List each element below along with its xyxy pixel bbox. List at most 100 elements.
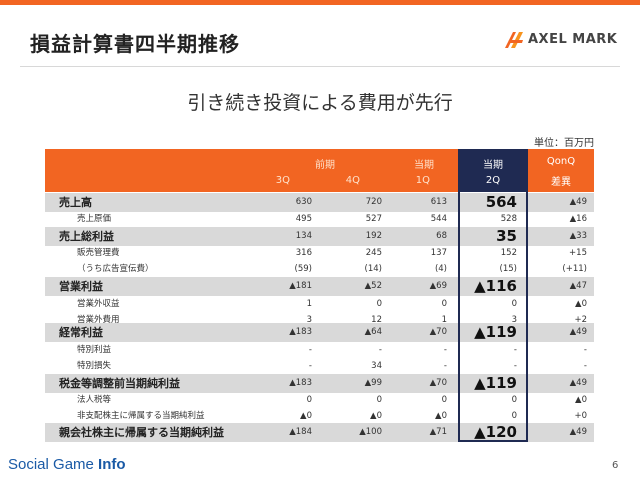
cell-v2q: 0 [511, 299, 517, 309]
cell-v3q: - [308, 345, 312, 355]
table-row: 売上高 630 720 613 564 ▲49 [45, 193, 594, 212]
top-accent-bar [0, 0, 640, 5]
cell-v2q: ▲119 [474, 374, 517, 392]
cell-v1q: (4) [434, 264, 447, 274]
cell-v1q: ▲69 [429, 281, 447, 291]
cell-v4q: ▲64 [364, 327, 382, 337]
cell-v3q: 495 [295, 214, 312, 224]
cell-v2q: ▲116 [474, 277, 517, 295]
row-label: 税金等調整前当期純利益 [59, 377, 180, 390]
cell-v1q: 137 [430, 248, 447, 258]
row-label: （うち広告宣伝費） [77, 264, 154, 274]
table-row: 非支配株主に帰属する当期純利益 ▲0 ▲0 ▲0 0 +0 [45, 408, 594, 424]
header-prev-period: 前期 [315, 160, 335, 171]
table-row: 販売管理費 316 245 137 152 +15 [45, 245, 594, 261]
row-label: 特別利益 [77, 345, 112, 355]
row-label: 親会社株主に帰属する当期純利益 [59, 426, 224, 439]
cell-v1q: 1 [441, 315, 447, 325]
cell-v1q: - [443, 361, 447, 371]
cell-v3q: (59) [294, 264, 312, 274]
cell-diff: ▲16 [569, 214, 587, 224]
table-row: 経常利益 ▲183 ▲64 ▲70 ▲119 ▲49 [45, 323, 594, 342]
cell-v4q: 720 [365, 197, 382, 207]
cell-diff: ▲33 [569, 231, 587, 241]
page-number: 6 [612, 460, 619, 471]
cell-v1q: 0 [441, 299, 447, 309]
header-qonq: QonQ [546, 156, 576, 167]
cell-v2q: 0 [511, 411, 517, 421]
table-row: 特別損失 - 34 - - - [45, 358, 594, 374]
cell-diff: +2 [574, 315, 587, 325]
cell-v2q: - [513, 345, 517, 355]
cell-v1q: ▲0 [435, 411, 447, 421]
cell-v1q: 68 [436, 231, 447, 241]
header-2q: 2Q [485, 175, 501, 186]
cell-v2q: (15) [499, 264, 517, 274]
cell-v4q: ▲100 [359, 427, 382, 437]
cell-v3q: ▲181 [289, 281, 312, 291]
cell-v3q: 0 [306, 395, 312, 405]
cell-v3q: 1 [306, 299, 312, 309]
cell-v3q: ▲183 [289, 327, 312, 337]
row-label: 営業外収益 [77, 299, 120, 309]
header-diff: 差異 [551, 177, 571, 188]
unit-label: 単位：百万円 [534, 138, 594, 149]
cell-v3q: 630 [295, 197, 312, 207]
table-row: 特別利益 - - - - - [45, 342, 594, 358]
cell-diff: - [583, 345, 587, 355]
row-label: 法人税等 [77, 395, 112, 405]
cell-v4q: 527 [365, 214, 382, 224]
cell-v3q: ▲183 [289, 378, 312, 388]
cell-v1q: 544 [430, 214, 447, 224]
cell-v2q: 0 [511, 395, 517, 405]
footer-logo-bold: Info [98, 456, 126, 473]
cell-v4q: ▲52 [364, 281, 382, 291]
header-3q: 3Q [275, 175, 290, 186]
slide-title: 損益計算書四半期推移 [30, 32, 240, 56]
cell-v4q: 192 [365, 231, 382, 241]
cell-diff: ▲49 [569, 327, 587, 337]
cell-diff: +0 [574, 411, 587, 421]
cell-v2q: 152 [500, 248, 517, 258]
cell-v2q: 564 [485, 193, 517, 211]
cell-diff: ▲0 [575, 395, 587, 405]
header-4q: 4Q [345, 175, 360, 186]
cell-v4q: 34 [371, 361, 382, 371]
cell-v1q: ▲71 [429, 427, 447, 437]
cell-v4q: ▲0 [370, 411, 382, 421]
logo-wordmark: AXEL MARK [528, 31, 618, 47]
cell-v1q: - [443, 345, 447, 355]
cell-v3q: - [308, 361, 312, 371]
cell-v1q: 0 [441, 395, 447, 405]
footer-logo: Social Game Info [8, 456, 126, 473]
table-row: 税金等調整前当期純利益 ▲183 ▲99 ▲70 ▲119 ▲49 [45, 374, 594, 393]
cell-v3q: 134 [295, 231, 312, 241]
cell-v2q: 3 [511, 315, 517, 325]
cell-v2q: - [513, 361, 517, 371]
table-row: 法人税等 0 0 0 0 ▲0 [45, 392, 594, 408]
cell-v3q: ▲184 [289, 427, 312, 437]
current-quarter-header-bg [458, 149, 528, 192]
header-1q: 1Q [415, 175, 430, 186]
table-row: 営業外費用 3 12 1 3 +2 [45, 312, 594, 328]
row-label: 営業外費用 [77, 315, 120, 325]
cell-diff: - [583, 361, 587, 371]
cell-diff: ▲49 [569, 378, 587, 388]
row-label: 売上総利益 [59, 230, 114, 243]
cell-v4q: - [378, 345, 382, 355]
row-label: 特別損失 [77, 361, 112, 371]
table-row: 売上原価 495 527 544 528 ▲16 [45, 211, 594, 227]
cell-v4q: ▲99 [364, 378, 382, 388]
row-label: 売上原価 [77, 214, 112, 224]
cell-v4q: (14) [364, 264, 382, 274]
cell-v4q: 0 [376, 395, 382, 405]
row-label: 経常利益 [59, 326, 103, 339]
cell-diff: ▲47 [569, 281, 587, 291]
cell-v4q: 12 [371, 315, 382, 325]
cell-v2q: ▲120 [474, 423, 517, 441]
cell-v2q: 35 [496, 227, 517, 245]
row-label: 営業利益 [59, 280, 103, 293]
slide-subtitle: 引き続き投資による費用が先行 [187, 92, 453, 114]
cell-v4q: 0 [376, 299, 382, 309]
table-row: 営業利益 ▲181 ▲52 ▲69 ▲116 ▲47 [45, 277, 594, 296]
